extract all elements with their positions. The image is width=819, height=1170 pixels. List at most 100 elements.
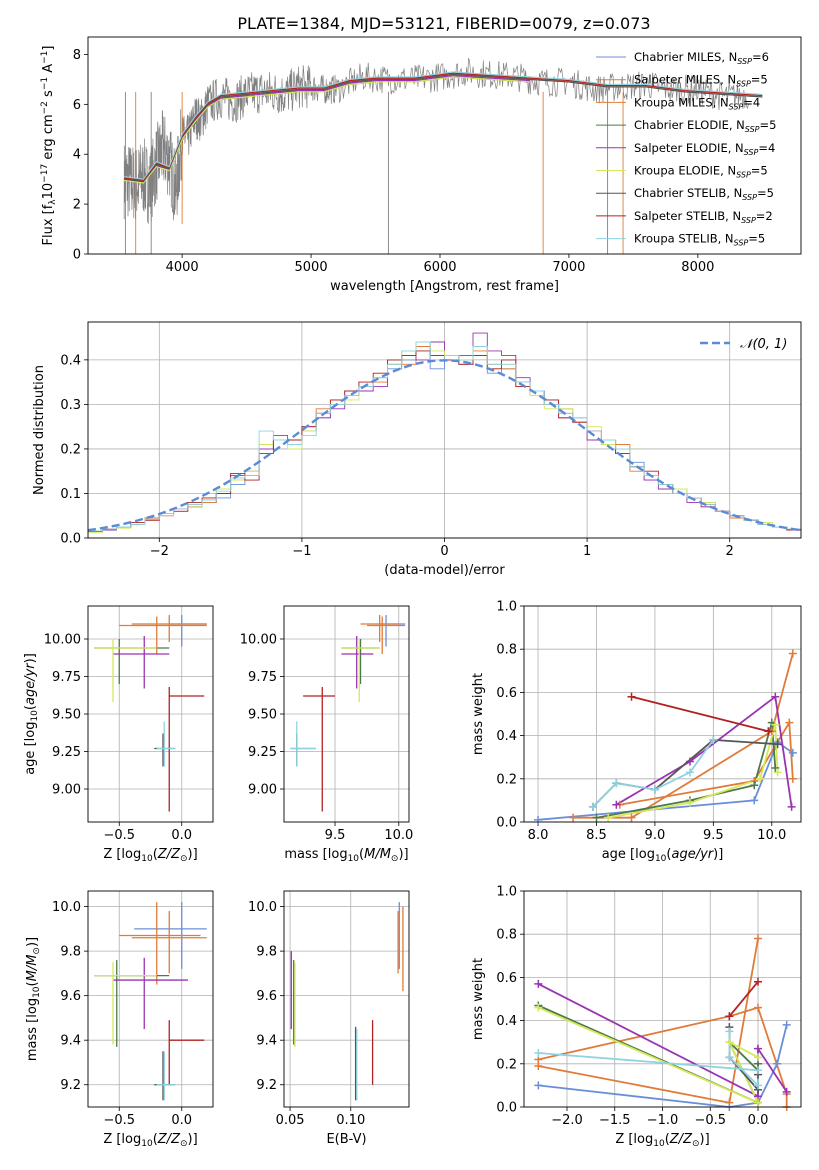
weight-marker-salpeter-stelib <box>754 977 763 986</box>
weight-marker-kroupa-elodie <box>754 1098 763 1107</box>
weight-marker-kroupa-elodie <box>534 1003 543 1012</box>
x-axis-label: age [log10(age/yr)] <box>602 847 724 864</box>
axes-frame <box>283 890 410 1108</box>
y-tick-label: 0.4 <box>496 729 517 744</box>
y-tick-label: 0.2 <box>60 442 81 457</box>
y-tick-label: 9.2 <box>256 1078 277 1093</box>
spectrum-model-kroupa-elodie <box>124 76 531 184</box>
legend-subscript: SSP <box>736 80 751 89</box>
x-tick-label: 1 <box>583 544 591 559</box>
y-axis-label: mass weight <box>471 958 486 1040</box>
x-tick-label: −1 <box>292 544 311 559</box>
weight-marker-salpeter-miles <box>754 934 763 943</box>
y-tick-label: 0.3 <box>60 398 81 413</box>
weight-marker-kroupa-elodie <box>756 774 765 783</box>
x-axis-label: mass [log10(M/M⊙)] <box>284 847 408 864</box>
y-tick-label: 9.50 <box>52 708 81 723</box>
legend-value: =2 <box>756 209 773 223</box>
y-tick-label: 0.0 <box>60 532 81 547</box>
legend-label: Salpeter STELIB, N <box>634 209 741 223</box>
legend-label: Salpeter MILES, N <box>634 73 736 87</box>
weight-marker-kroupa-stelib <box>709 735 718 744</box>
weight-marker-salpeter-elodie <box>782 1087 791 1096</box>
x-tick-label: 9.5 <box>325 828 346 843</box>
weight-line-kroupa-stelib <box>592 739 715 808</box>
legend-label: Chabrier MILES, N <box>634 50 737 64</box>
panel-weight-vs-age: 8.0 8.5 9.0 9.5 10.0 0.0 0.2 0.4 0.6 0.8 1.0 age [l… <box>471 600 802 864</box>
x-tick-label: 8.5 <box>586 828 607 843</box>
weight-marker-salpeter-stelib <box>764 727 773 736</box>
x-tick-label: −0.5 <box>694 1113 726 1128</box>
x-tick-label: 0.10 <box>336 1113 365 1128</box>
weight-marker-salpeter-elodie <box>612 800 621 809</box>
weight-marker-salpeter-elodie <box>534 979 543 988</box>
x-tick-label: 0.05 <box>276 1113 305 1128</box>
weight-marker-kroupa-miles <box>785 718 794 727</box>
weight-marker-chabrier-elodie <box>771 764 780 772</box>
panel-mass-vs-ebv: 0.05 0.10 9.2 9.4 9.6 9.8 10.0 E(B-V) <box>248 890 410 1147</box>
x-axis-label: Z [log10(Z/Z⊙)] <box>103 847 197 864</box>
x-tick-label: 4000 <box>166 260 199 275</box>
legend-subscript: SSP <box>744 148 759 157</box>
x-axis-label: Z [log10(Z/Z⊙)] <box>103 1132 197 1149</box>
y-tick-label: 8 <box>73 48 81 63</box>
y-tick-label: 10.00 <box>44 633 81 648</box>
figure-title: PLATE=1384, MJD=53121, FIBERID=0079, z=0… <box>237 14 650 33</box>
axes-frame <box>283 605 410 823</box>
y-tick-label: 1.0 <box>496 600 517 615</box>
weight-line-salpeter-miles <box>573 653 794 819</box>
y-tick-label: 9.00 <box>248 783 277 798</box>
x-tick-label: 0.0 <box>748 1113 769 1128</box>
y-tick-label: 0.8 <box>496 928 517 943</box>
weight-marker-salpeter-elodie <box>787 802 796 811</box>
y-axis-label: Flux [fλ10−17 erg cm−2 s−1 A−1] <box>40 46 58 246</box>
plot-area <box>88 332 801 538</box>
y-tick-label: 9.4 <box>60 1034 81 1049</box>
plot-area <box>94 615 207 812</box>
x-axis-label: Z [log10(Z/Z⊙)] <box>615 1132 709 1149</box>
y-tick-label: 9.75 <box>248 670 277 685</box>
axes-frame <box>523 605 802 823</box>
x-tick-label: −2 <box>150 544 169 559</box>
legend-value: =5 <box>751 164 768 178</box>
weight-marker-kroupa-stelib <box>650 785 659 794</box>
legend-entry-salpeter-stelib: Salpeter STELIB, NSSP=2 <box>634 209 773 225</box>
plot-area <box>94 902 207 1101</box>
panel-age-vs-mass: 9.5 10.0 9.00 9.25 9.50 9.75 10.00 mass [log10(… <box>240 605 413 864</box>
legend-value: =4 <box>758 141 775 155</box>
y-tick-label: 0 <box>73 248 81 263</box>
plot-area <box>290 615 406 812</box>
plot-area <box>290 902 404 1101</box>
y-tick-label: 6 <box>73 98 81 113</box>
x-tick-label: 5000 <box>295 260 328 275</box>
weight-marker-kroupa-elodie <box>771 720 780 729</box>
weight-marker-salpeter-miles <box>569 813 578 822</box>
y-tick-label: 2 <box>73 198 81 213</box>
x-axis-label: (data-model)/error <box>384 563 505 578</box>
x-axis-label: E(B-V) <box>326 1132 366 1147</box>
y-tick-label: 9.00 <box>52 783 81 798</box>
weight-marker-salpeter-stelib <box>627 692 636 701</box>
x-tick-label: 7000 <box>552 260 585 275</box>
y-tick-label: 0.6 <box>496 971 517 986</box>
weight-marker-salpeter-miles <box>627 813 636 822</box>
x-tick-label: −2.0 <box>551 1113 583 1128</box>
panel-mass-vs-z: −0.5 0.0 9.2 9.4 9.6 9.8 10.0 Z [log10(Z/Z⊙)] ma… <box>25 890 214 1149</box>
legend-entry-salpeter-miles: Salpeter MILES, NSSP=5 <box>634 73 768 89</box>
weight-marker-salpeter-miles <box>725 1098 734 1107</box>
weight-marker-chabrier-miles <box>750 796 759 805</box>
weight-marker-chabrier-stelib <box>773 740 782 749</box>
legend-value: =5 <box>748 232 765 246</box>
y-tick-label: 9.25 <box>52 745 81 760</box>
legend-label: Kroupa STELIB, N <box>634 232 734 246</box>
weight-marker-chabrier-miles <box>534 815 543 824</box>
x-tick-label: −1.5 <box>599 1113 631 1128</box>
y-tick-label: 0.0 <box>496 1101 517 1116</box>
legend-entry-chabrier-elodie: Chabrier ELODIE, NSSP=5 <box>634 118 776 134</box>
legend-subscript: SSP <box>741 216 756 225</box>
x-tick-label: 0 <box>440 544 448 559</box>
legend-subscript: SSP <box>734 239 749 248</box>
weight-marker-kroupa-stelib <box>725 1027 734 1036</box>
weight-marker-kroupa-stelib <box>685 768 694 777</box>
weight-marker-kroupa-miles <box>754 1003 763 1012</box>
